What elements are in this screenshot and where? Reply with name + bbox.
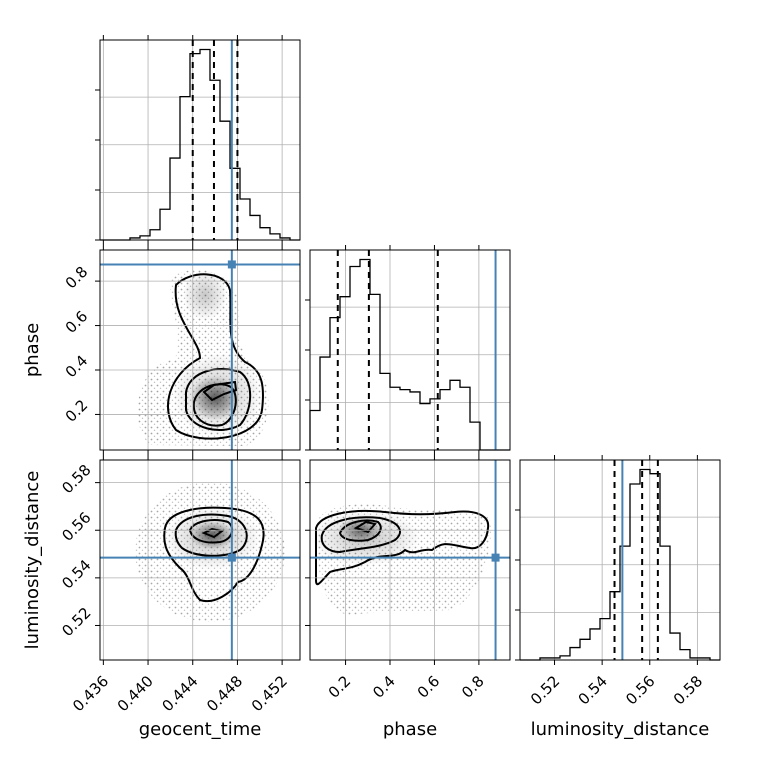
x-tick-label-phase: 0.4 [369, 672, 399, 702]
panel-luminosity-distance-frame [519, 459, 721, 661]
panel-phase-axes [305, 245, 511, 455]
x-axis-label-geocent-time: geocent_time [139, 719, 262, 740]
x-tick-label-phase: 0.8 [458, 672, 488, 702]
y-tick-label-phase: 0.4 [62, 352, 92, 382]
density-phase-vs-geocent-time-panel [100, 250, 300, 450]
x-tick-label-phase: 0.6 [414, 672, 444, 702]
panel-geocent-time-axes [95, 35, 301, 245]
panel-phase-frame [309, 249, 511, 451]
x-tick-label-geocent-time: 0.452 [248, 672, 291, 715]
x-tick-label-geocent-time: 0.436 [69, 672, 112, 715]
x-tick-label-luminosity-distance: 0.54 [575, 672, 611, 708]
y-tick-label-luminosity-distance: 0.54 [58, 556, 94, 592]
density-luminosity-distance-vs-phase-panel [310, 460, 510, 660]
truth-marker [227, 553, 236, 562]
panel-luminosity-distance-vs-geocent-time-frame [99, 459, 301, 661]
panel-luminosity-distance-vs-phase-grid [310, 460, 510, 660]
panel-phase-vs-geocent-time-frame [99, 249, 301, 451]
y-tick-label-phase: 0.8 [62, 263, 92, 293]
panel-geocent-time-frame [99, 39, 301, 241]
y-tick-label-luminosity-distance: 0.58 [58, 461, 94, 497]
truth-marker [227, 260, 236, 269]
panel-phase-grid [310, 250, 510, 450]
x-tick-label-geocent-time: 0.448 [203, 672, 246, 715]
panel-phase-vs-geocent-time-grid [100, 250, 300, 450]
x-tick-label-luminosity-distance: 0.56 [622, 672, 658, 708]
panel-geocent-time-grid [100, 40, 300, 240]
histogram-step-geocent-time [100, 48, 300, 241]
x-tick-label-luminosity-distance: 0.52 [527, 672, 563, 708]
x-axis-label-luminosity-distance: luminosity_distance [531, 719, 710, 740]
histogram-step-luminosity-distance [520, 468, 720, 661]
panel-luminosity-distance-vs-phase-frame [309, 459, 511, 661]
y-tick-label-phase: 0.6 [62, 307, 92, 337]
truth-marker [491, 553, 500, 562]
x-tick-label-phase: 0.2 [325, 672, 355, 702]
density-luminosity-distance-vs-geocent-time-panel [100, 460, 300, 660]
y-tick-label-luminosity-distance: 0.52 [58, 604, 94, 640]
y-tick-label-phase: 0.2 [62, 396, 92, 426]
histogram-step-phase [309, 258, 510, 451]
y-tick-label-luminosity-distance: 0.56 [58, 509, 94, 545]
x-tick-label-geocent-time: 0.444 [158, 672, 201, 715]
x-tick-label-luminosity-distance: 0.58 [670, 672, 706, 708]
x-tick-label-geocent-time: 0.440 [114, 672, 157, 715]
y-axis-label-phase: phase [22, 323, 43, 377]
panel-luminosity-distance-vs-geocent-time-grid [100, 460, 300, 660]
panel-luminosity-distance-axes: 0.52 0.54 0.56 0.58 [515, 455, 721, 708]
y-axis-label-luminosity-distance: luminosity_distance [22, 471, 43, 650]
x-axis-label-phase: phase [383, 719, 437, 740]
